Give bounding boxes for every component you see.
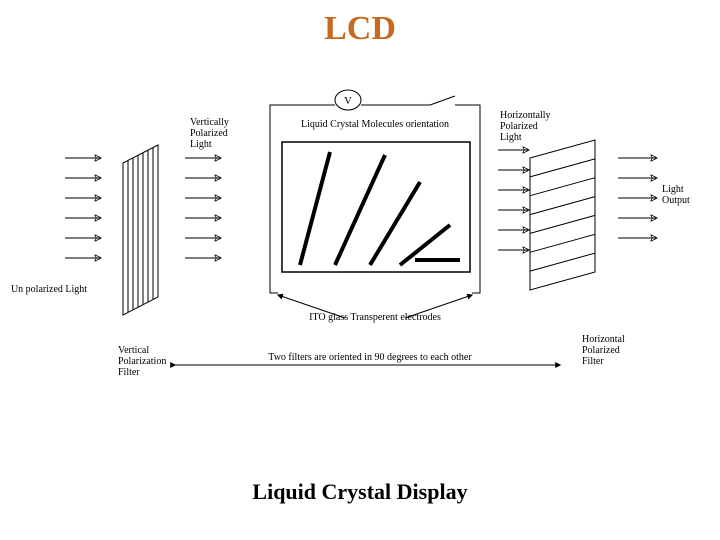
label-lcm: Liquid Crystal Molecules orientation — [301, 119, 449, 130]
arrows-unpolarized — [65, 158, 100, 258]
arrows-output — [618, 158, 656, 238]
voltage-label: V — [344, 95, 352, 107]
lcd-diagram: V — [0, 70, 720, 440]
horizontal-polarizer — [530, 140, 595, 290]
page-title: LCD — [0, 10, 720, 48]
arrows-vpl — [185, 158, 220, 258]
vertical-polarizer — [123, 145, 158, 315]
label-hpf: Horizontal Polarized Filter — [582, 334, 627, 367]
page-subtitle: Liquid Crystal Display — [0, 479, 720, 505]
label-light-output: Light Output — [662, 184, 690, 206]
label-ito: ITO glass Transperent electrodes — [309, 312, 441, 323]
label-unpolarized: Un polarized Light — [11, 284, 87, 295]
arrows-hpl — [498, 150, 528, 250]
label-vpl: Vertically Polarized Light — [190, 117, 231, 150]
label-vpf: Vertical Polarization Filter — [118, 345, 169, 378]
label-hpl: Horizontally Polarized Light — [500, 110, 553, 143]
label-orient: Two filters are oriented in 90 degrees t… — [268, 352, 472, 363]
